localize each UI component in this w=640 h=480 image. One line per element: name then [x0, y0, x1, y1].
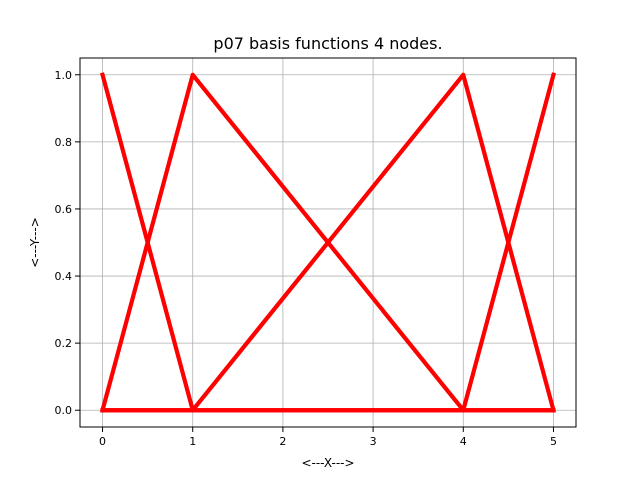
plot-frame	[79, 57, 577, 428]
x-tick-label: 1	[189, 435, 196, 448]
x-tick-label: 4	[460, 435, 467, 448]
y-tick-label: 0.8	[55, 136, 73, 149]
y-tick-label: 0.0	[55, 404, 73, 417]
x-tick-label: 3	[370, 435, 377, 448]
chart-title: p07 basis functions 4 nodes.	[213, 34, 442, 53]
y-tick-label: 0.6	[55, 203, 73, 216]
x-tick-label: 2	[279, 435, 286, 448]
y-tick-label: 0.2	[55, 337, 73, 350]
x-tick-label: 0	[99, 435, 106, 448]
basis-function-line-4	[100, 72, 557, 413]
y-tick-label: 1.0	[55, 69, 73, 82]
y-tick-label: 0.4	[55, 270, 73, 283]
x-axis-label: <---X--->	[301, 456, 354, 470]
y-axis-label: <---Y--->	[28, 217, 42, 268]
ticks: 0 1 2 3 4 5 0.0 0.2 0.4 0.6 0.8 1.0	[55, 69, 557, 448]
series-layer	[99, 72, 557, 413]
x-tick-label: 5	[550, 435, 557, 448]
